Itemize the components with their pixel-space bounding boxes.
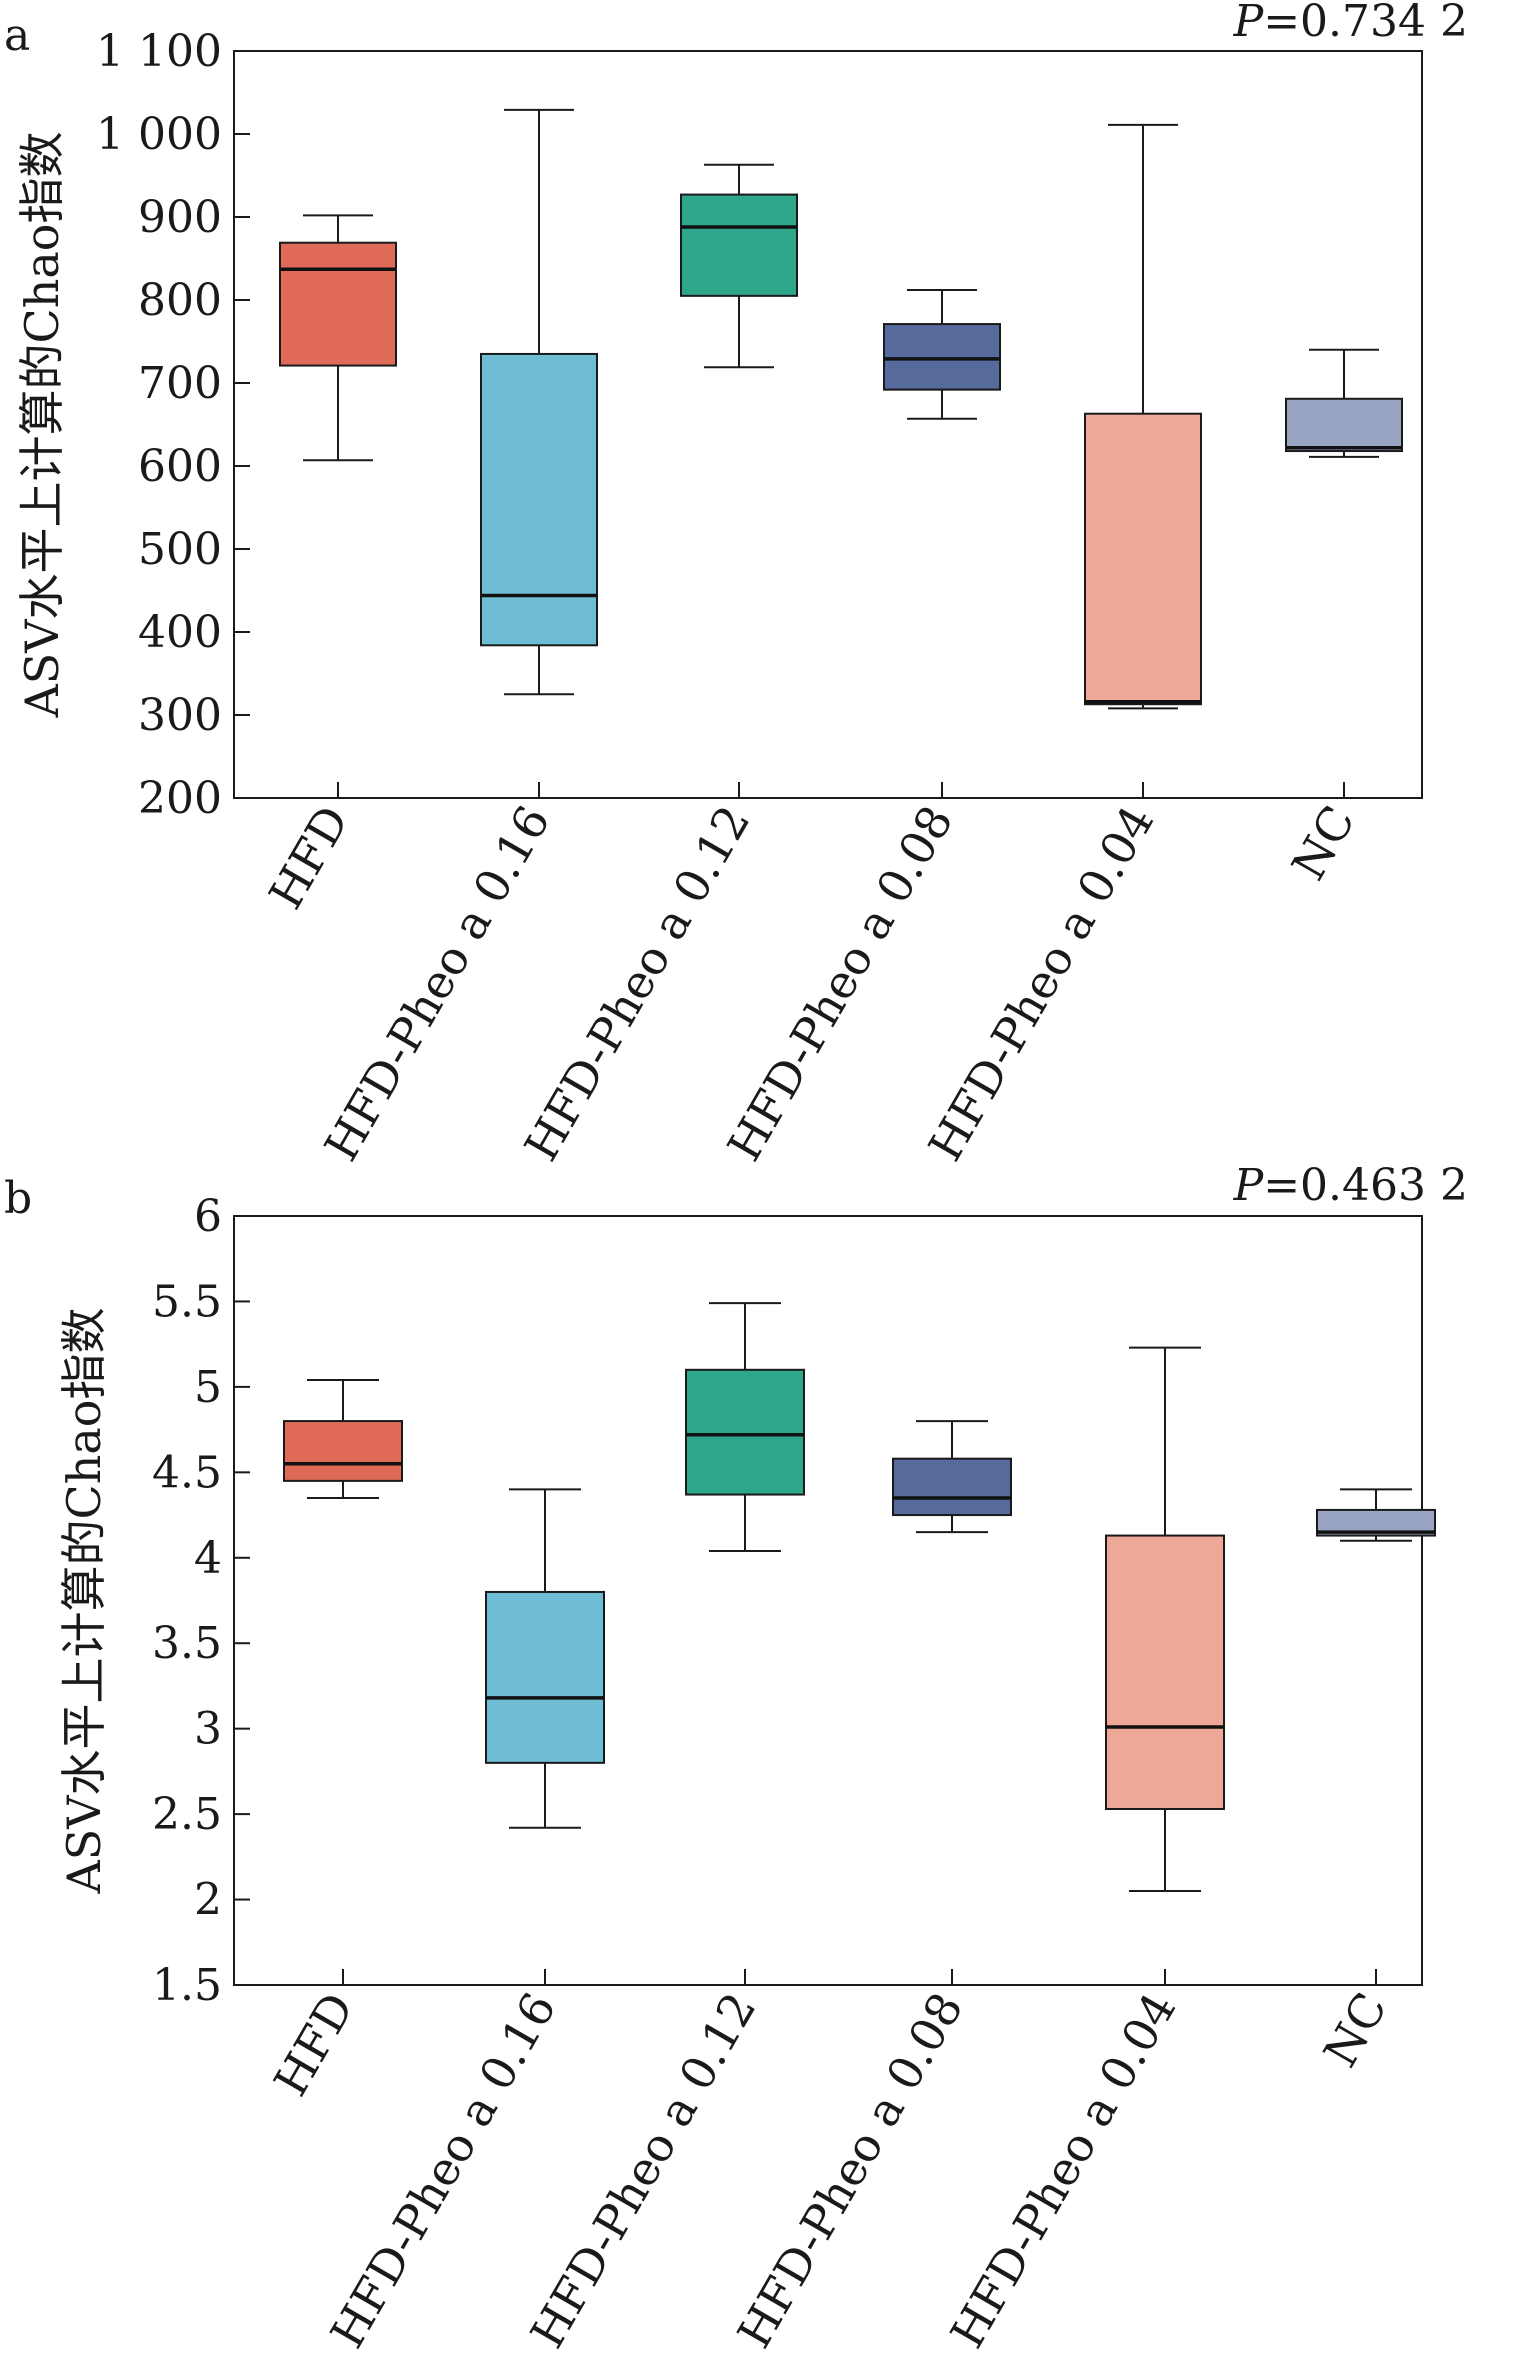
box-iqr (685, 1368, 805, 1496)
plot-frame (233, 50, 1423, 799)
x-tick-label: HFD (263, 1984, 364, 2105)
panel-letter: a (4, 10, 30, 61)
y-tick-label: 200 (138, 773, 222, 824)
box-0 (279, 214, 397, 462)
box-iqr (279, 241, 397, 367)
y-tick-label: 5 (194, 1362, 222, 1413)
box-iqr (283, 1420, 403, 1482)
y-tick-label: 3.5 (152, 1618, 222, 1669)
y-tick-label: 4.5 (152, 1447, 222, 1498)
box-iqr (1285, 397, 1403, 453)
plot-frame (233, 1215, 1423, 1986)
x-tick-label: HFD-Pheo a 0.12 (520, 1984, 767, 2357)
x-tick-label: HFD (258, 797, 359, 918)
p-value-label: P=0.463 2 (1233, 1160, 1468, 1211)
y-tick-label: 300 (138, 690, 222, 741)
y-tick-label: 500 (138, 524, 222, 575)
y-tick-label: 6 (194, 1191, 222, 1242)
box-iqr (485, 1590, 605, 1764)
box-iqr (480, 352, 598, 647)
y-tick-label: 2.5 (152, 1789, 222, 1840)
y-axis-label: ASV水平上计算的Chao指数 (15, 132, 69, 719)
p-value-label: P=0.734 2 (1233, 0, 1468, 47)
box-5 (1285, 348, 1403, 458)
x-tick-label: HFD-Pheo a 0.16 (320, 1984, 567, 2357)
x-tick-label: HFD-Pheo a 0.16 (314, 797, 561, 1170)
box-2 (680, 163, 798, 369)
box-iqr (1105, 1534, 1225, 1810)
box-iqr (892, 1457, 1012, 1517)
x-tick-label: HFD-Pheo a 0.12 (514, 797, 761, 1170)
x-tick-label: HFD-Pheo a 0.08 (727, 1984, 974, 2357)
box-2 (685, 1302, 805, 1552)
box-1 (485, 1488, 605, 1829)
chart-panel-b: b P=0.463 2 1.5 2 2.5 3 3.5 4 4.5 5 5.5 6 ASV水平上计算的C… (4, 1160, 1468, 2357)
x-tick-label: HFD-Pheo a 0.08 (717, 797, 964, 1170)
y-tick-label: 3 (194, 1704, 222, 1755)
box-1 (480, 108, 598, 696)
x-tick-label: NC (1313, 1984, 1397, 2076)
panel-letter: b (4, 1173, 32, 1224)
chart-panel-a: a P=0.734 2 200 300 400 500 600 700 800 900 1 000 1… (4, 0, 1468, 1170)
x-tick-label: HFD-Pheo a 0.04 (918, 797, 1165, 1170)
box-iqr (1084, 412, 1202, 706)
x-tick-label: NC (1281, 797, 1365, 889)
y-tick-label: 2 (194, 1875, 222, 1926)
box-3 (883, 289, 1001, 420)
x-tick-label: HFD-Pheo a 0.04 (940, 1984, 1187, 2357)
y-axis-label: ASV水平上计算的Chao指数 (57, 1308, 111, 1895)
box-5 (1316, 1488, 1436, 1542)
y-tick-label: 1.5 (152, 1960, 222, 2011)
box-iqr (680, 193, 798, 297)
box-iqr (883, 323, 1001, 391)
y-tick-label: 4 (194, 1533, 222, 1584)
box-3 (892, 1420, 1012, 1534)
box-4 (1084, 123, 1202, 710)
box-4 (1105, 1346, 1225, 1893)
y-tick-label: 1 100 (96, 26, 222, 77)
y-tick-label: 400 (138, 607, 222, 658)
y-tick-label: 600 (138, 441, 222, 492)
y-tick-label: 700 (138, 358, 222, 409)
y-tick-label: 900 (138, 192, 222, 243)
y-tick-label: 5.5 (152, 1276, 222, 1327)
y-tick-label: 800 (138, 275, 222, 326)
box-0 (283, 1379, 403, 1499)
y-tick-label: 1 000 (96, 109, 222, 160)
